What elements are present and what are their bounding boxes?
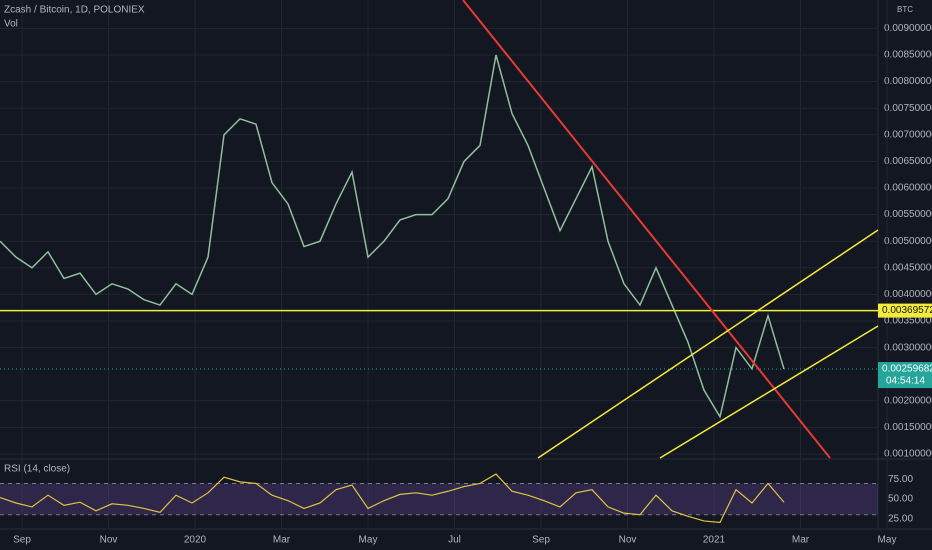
- price-line: [0, 54, 785, 419]
- y-tick-label: 0.00650000: [884, 156, 932, 167]
- volume-label: Vol: [4, 19, 18, 30]
- y-tick-label: 0.00350000: [884, 316, 932, 327]
- x-tick-label: Jul: [448, 535, 461, 546]
- x-tick-label: Mar: [792, 535, 810, 546]
- y-tick-label: 0.00100000: [884, 449, 932, 460]
- x-tick-label: Nov: [100, 535, 118, 546]
- unit-label: BTC: [897, 5, 913, 14]
- x-tick-label: May: [878, 535, 897, 546]
- y-tick-label: 50.00: [888, 494, 913, 505]
- x-tick-label: May: [359, 535, 378, 546]
- last-price-label: 0.00259682: [882, 364, 932, 375]
- y-tick-label: 0.00150000: [884, 422, 932, 433]
- y-tick-label: 0.00500000: [884, 236, 932, 247]
- x-tick-label: 2021: [703, 535, 726, 546]
- y-tick-label: 0.00550000: [884, 209, 932, 220]
- x-tick-label: Sep: [13, 535, 31, 546]
- x-tick-label: Nov: [619, 535, 637, 546]
- chart-title: Zcash / Bitcoin, 1D, POLONIEX: [4, 5, 145, 16]
- y-tick-label: 0.00300000: [884, 342, 932, 353]
- y-tick-label: 25.00: [888, 513, 913, 524]
- x-tick-label: 2020: [184, 535, 207, 546]
- y-tick-label: 0.00900000: [884, 23, 932, 34]
- level-label: 0.00369572: [882, 305, 932, 316]
- y-tick-label: 0.00600000: [884, 183, 932, 194]
- countdown: 04:54:14: [886, 376, 925, 387]
- rsi-line: [0, 473, 785, 524]
- y-tick-label: 0.00850000: [884, 50, 932, 61]
- x-tick-label: Sep: [532, 535, 550, 546]
- y-tick-label: 0.00200000: [884, 395, 932, 406]
- y-tick-label: 0.00750000: [884, 103, 932, 114]
- y-tick-label: 0.00700000: [884, 129, 932, 140]
- x-tick-label: Mar: [273, 535, 291, 546]
- last-price-bg: [878, 362, 932, 389]
- y-tick-label: 0.00800000: [884, 76, 932, 87]
- y-tick-label: 0.00450000: [884, 262, 932, 273]
- rsi-band: [0, 483, 878, 515]
- rsi-title: RSI (14, close): [4, 464, 70, 475]
- level-label-bg: [878, 303, 932, 318]
- y-tick-label: 75.00: [888, 474, 913, 485]
- channel-line: [659, 325, 879, 459]
- y-tick-label: 0.00400000: [884, 289, 932, 300]
- trendline: [462, 0, 831, 459]
- channel-line: [537, 229, 879, 459]
